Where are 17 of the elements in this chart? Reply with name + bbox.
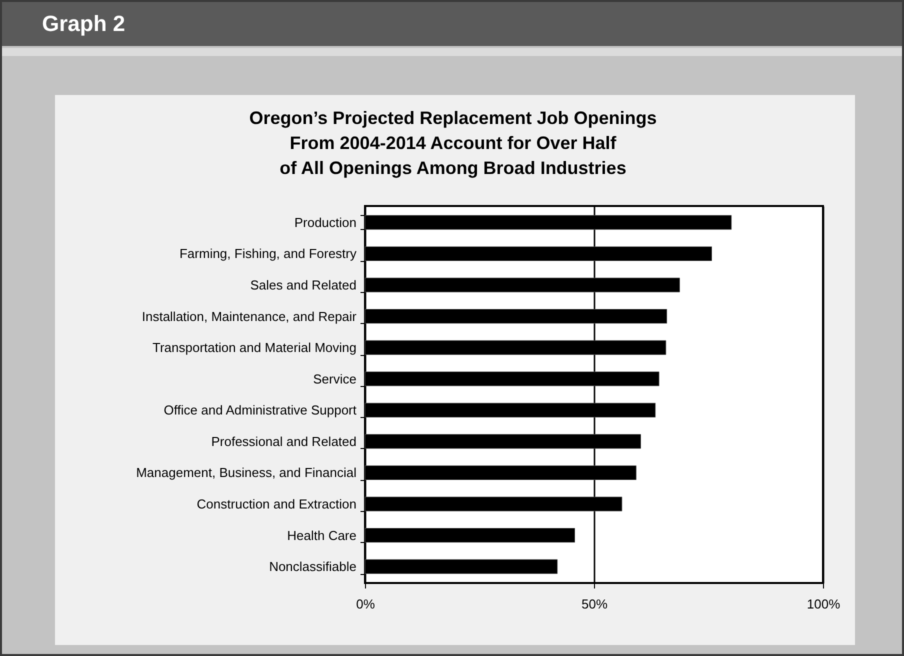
y-tick-label: Farming, Fishing, and Forestry [179,246,357,262]
y-tick-label: Installation, Maintenance, and Repair [142,308,358,324]
y-tick-label: Sales and Related [250,278,356,292]
y-tick-label: Health Care [287,528,356,543]
x-tick-label: 100% [806,596,841,612]
y-tick-label: Production [294,214,356,230]
y-tick-label: Service [313,371,356,386]
y-tick-label: Office and Administrative Support [164,402,357,418]
caption: Graph 2 [2,2,902,46]
y-tick-label: Nonclassifiable [269,559,356,574]
y-tick-label: Management, Business, and Financial [136,465,357,480]
x-tick-label: 50% [581,596,608,612]
x-tick-label: 0% [356,596,376,612]
y-tick-label: Professional and Related [211,434,356,449]
chart-title: Oregon’s Projected Replacement Job Openings From 2004-2014 Account for Over Half of All Openings Among Broad Industries [249,108,657,178]
y-tick-label: Construction and Extraction [196,496,356,512]
y-tick-label: Transportation and Material Moving [152,340,356,356]
